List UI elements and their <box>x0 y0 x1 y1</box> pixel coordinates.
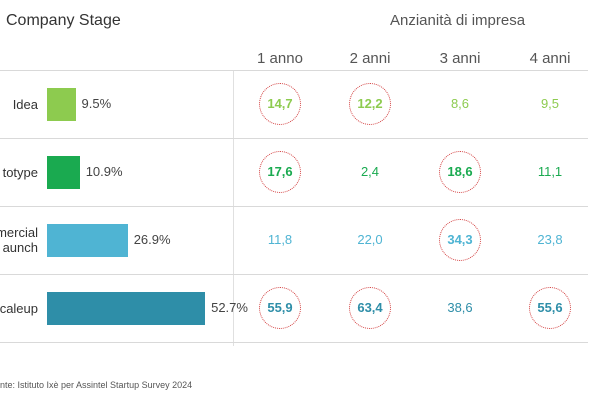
age-table-title: Anzianità di impresa <box>390 12 526 29</box>
table-cell: 11,1 <box>537 164 563 179</box>
table-cell: 17,6 <box>267 164 293 179</box>
bar <box>47 292 206 325</box>
highlight-circle <box>259 83 301 125</box>
bar-value-label: 52.7% <box>211 300 248 315</box>
row-divider <box>0 138 588 139</box>
table-cell: 23,8 <box>537 232 563 247</box>
table-cell: 34,3 <box>447 232 473 247</box>
bar <box>47 88 76 121</box>
row-divider <box>0 206 588 207</box>
highlight-circle <box>259 287 301 329</box>
table-cell: 9,5 <box>540 96 560 111</box>
table-cell: 14,7 <box>267 96 293 111</box>
table-cell: 12,2 <box>357 96 383 111</box>
row-divider <box>0 70 588 71</box>
row-divider <box>0 274 588 275</box>
row-divider <box>0 342 588 343</box>
bar <box>47 156 80 189</box>
table-cell: 22,0 <box>357 232 383 247</box>
highlight-circle <box>259 151 301 193</box>
table-cell: 55,9 <box>267 300 293 315</box>
highlight-circle <box>349 83 391 125</box>
highlight-circle <box>439 151 481 193</box>
column-header-3: 3 anni <box>439 50 481 67</box>
column-divider <box>233 70 234 346</box>
highlight-circle <box>529 287 571 329</box>
highlight-circle <box>349 287 391 329</box>
source-note: nte: Istituto Ixè per Assintel Startup S… <box>0 380 193 390</box>
table-cell: 63,4 <box>357 300 383 315</box>
bar-value-label: 10.9% <box>85 164 123 179</box>
table-cell: 38,6 <box>447 300 473 315</box>
row-label: caleup <box>0 300 38 316</box>
table-cell: 55,6 <box>537 300 563 315</box>
row-label: totype <box>2 164 38 180</box>
highlight-circle <box>439 219 481 261</box>
table-cell: 2,4 <box>360 164 380 179</box>
bar-value-label: 26.9% <box>133 232 171 247</box>
table-cell: 18,6 <box>447 164 473 179</box>
column-header-4: 4 anni <box>529 50 571 67</box>
row-label: Idea <box>12 96 38 112</box>
chart-title: Company Stage <box>6 12 121 29</box>
bar <box>47 224 128 257</box>
table-cell: 11,8 <box>267 232 293 247</box>
table-cell: 8,6 <box>450 96 470 111</box>
column-header-1: 1 anno <box>257 50 303 67</box>
column-header-2: 2 anni <box>349 50 391 67</box>
row-label: mercial aunch <box>0 225 38 255</box>
bar-value-label: 9.5% <box>81 96 112 111</box>
